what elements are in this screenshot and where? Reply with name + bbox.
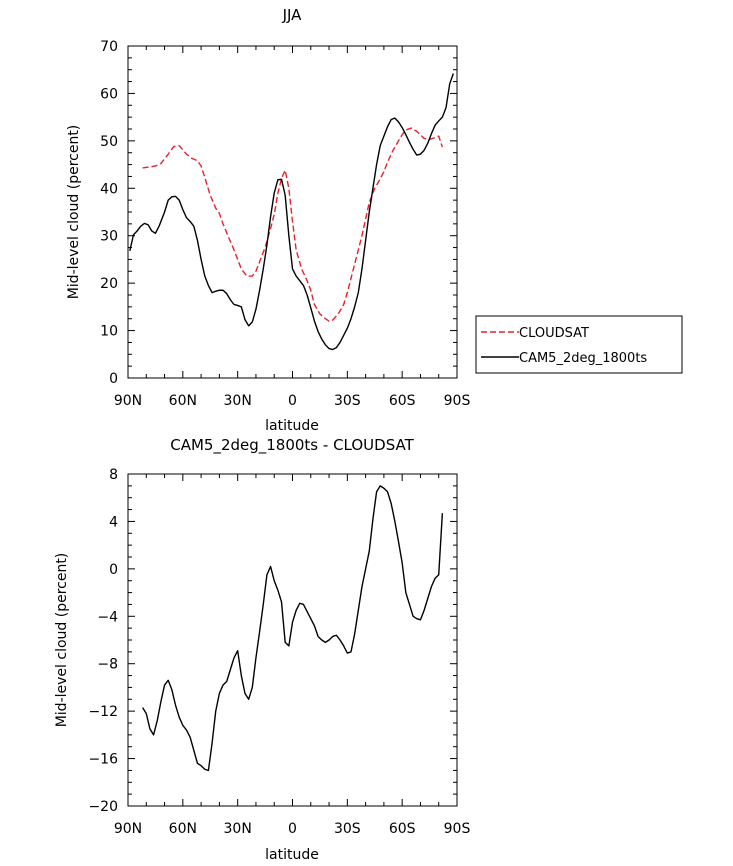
top-x-ticks: 90N 60N 30N 0 30S 60S 90S (114, 46, 471, 409)
bottom-y-tick-label: 8 (109, 467, 118, 483)
bottom-x-tick-label: 30S (334, 821, 361, 837)
top-x-tick-label: 90N (114, 393, 142, 409)
bottom-y-tick-label: −16 (88, 752, 118, 768)
bottom-y-tick-label: 4 (109, 514, 118, 530)
top-plot-frame (127, 45, 458, 379)
bottom-x-ticks: 90N 60N 30N 0 30S 60S 90S (114, 474, 471, 837)
top-x-tick-label: 30N (224, 393, 252, 409)
bottom-panel: CAM5_2deg_1800ts - CLOUDSAT 90N 60N 30N 0 30… (54, 436, 470, 863)
legend-box (475, 315, 683, 374)
bottom-series-line-1 (142, 485, 444, 772)
bottom-y-ticks: −20 −16 −12 −8 −4 0 4 8 (88, 467, 457, 815)
top-x-tick-label: 30S (334, 393, 361, 409)
top-series-line-1 (142, 127, 444, 322)
top-x-tick-label: 60S (389, 393, 416, 409)
bottom-y-tick-label: 0 (109, 562, 118, 578)
top-y-axis-label: Mid-level cloud (percent) (66, 125, 82, 300)
bottom-x-tick-label: 90S (444, 821, 471, 837)
bottom-x-axis-label: latitude (265, 847, 319, 863)
bottom-x-tick-label: 60N (169, 821, 197, 837)
legend-label-cloudsat: CLOUDSAT (519, 326, 589, 341)
top-y-tick-label: 30 (100, 229, 118, 245)
top-series-line-2 (129, 73, 455, 351)
top-y-tick-label: 20 (100, 276, 118, 292)
legend-label-cam5: CAM5_2deg_1800ts (519, 351, 647, 366)
bottom-x-tick-label: 60S (389, 821, 416, 837)
bottom-y-tick-label: −20 (88, 799, 118, 815)
bottom-y-tick-label: −8 (97, 657, 118, 673)
bottom-x-tick-label: 30N (224, 821, 252, 837)
bottom-y-tick-label: −4 (97, 609, 118, 625)
top-y-ticks: 0 10 20 30 40 50 60 70 (100, 39, 457, 387)
top-chart-title: JJA (282, 6, 303, 24)
top-x-tick-label: 90S (444, 393, 471, 409)
top-y-tick-label: 40 (100, 181, 118, 197)
legend: CLOUDSAT CAM5_2deg_1800ts (475, 315, 683, 374)
bottom-chart-marks (142, 485, 444, 772)
bottom-y-axis-label: Mid-level cloud (percent) (54, 553, 70, 728)
top-x-axis-label: latitude (265, 418, 319, 434)
top-x-tick-label: 60N (169, 393, 197, 409)
top-y-tick-label: 60 (100, 86, 118, 102)
top-panel: JJA 90N 60N 30N 0 30S 60S 90S 010203040506070 … (66, 6, 470, 434)
top-x-tick-label: 0 (288, 393, 297, 409)
bottom-chart-title: CAM5_2deg_1800ts - CLOUDSAT (170, 436, 414, 455)
bottom-x-tick-label: 0 (288, 821, 297, 837)
bottom-y-tick-label: −12 (88, 704, 118, 720)
bottom-x-tick-label: 90N (114, 821, 142, 837)
top-chart-marks (129, 73, 455, 351)
top-y-tick-label: 0 (109, 371, 118, 387)
top-y-tick-label: 50 (100, 134, 118, 150)
top-y-tick-label: 70 (100, 39, 118, 55)
bottom-plot-frame (127, 473, 458, 807)
top-y-tick-label: 10 (100, 324, 118, 340)
